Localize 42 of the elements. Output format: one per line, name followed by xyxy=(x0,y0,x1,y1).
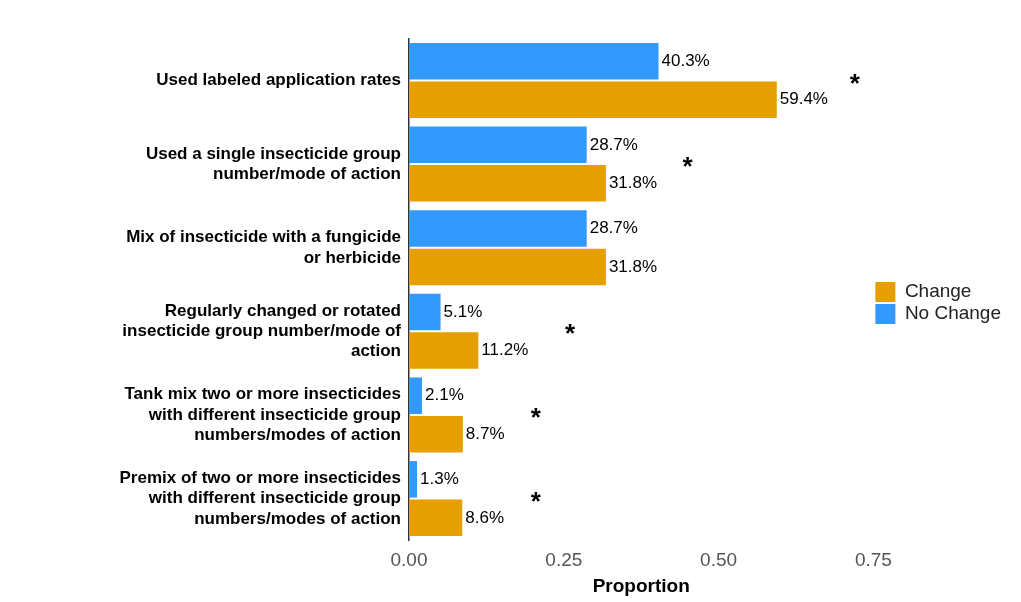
data-label: 31.8% xyxy=(608,172,658,192)
bar xyxy=(409,165,606,202)
annotation: * xyxy=(530,402,542,433)
bar xyxy=(409,42,659,80)
bar xyxy=(409,126,587,164)
legend-label: Change xyxy=(904,280,972,302)
y-tick-label: Tank mix two or more insecticides with different insecticide group numbers/modes of action xyxy=(124,384,401,445)
y-tick-label: Premix of two or more insecticides with different insecticide group numbers/modes of action xyxy=(119,467,401,528)
y-tick-label: Used a single insecticide group number/mode of action xyxy=(145,143,401,183)
bar xyxy=(409,332,479,369)
data-label: 8.7% xyxy=(465,423,505,443)
annotation: * xyxy=(530,485,542,516)
x-tick-label: 0.75 xyxy=(854,549,892,571)
bar xyxy=(409,293,441,331)
data-label: 28.7% xyxy=(589,134,638,154)
x-tick-label: 0.50 xyxy=(700,549,738,571)
x-tick-label: 0.25 xyxy=(545,549,583,571)
data-label: 2.1% xyxy=(425,385,464,405)
annotation: * xyxy=(849,67,861,98)
bar xyxy=(409,210,587,247)
data-label: 8.6% xyxy=(465,507,504,527)
data-label: 1.3% xyxy=(420,469,459,489)
data-label: 40.3% xyxy=(661,50,710,70)
legend-label: No Change xyxy=(904,302,1001,324)
annotation: * xyxy=(682,151,694,182)
data-label: 5.1% xyxy=(443,301,483,321)
bar xyxy=(409,377,422,414)
data-label: 28.7% xyxy=(589,218,638,238)
x-tick-label: 0.00 xyxy=(390,549,428,571)
bar xyxy=(409,499,463,537)
data-label: 11.2% xyxy=(481,340,529,360)
y-tick-label: Used labeled application rates xyxy=(156,70,401,90)
y-tick-label: Regularly changed or rotated insecticide group number/mode of action xyxy=(122,300,402,361)
bar xyxy=(409,415,463,453)
data-label: 31.8% xyxy=(608,256,658,276)
data-label: 59.4% xyxy=(779,89,828,109)
bar xyxy=(409,461,418,498)
x-axis-title: Proportion xyxy=(592,574,690,596)
bar xyxy=(409,248,606,286)
annotation: * xyxy=(564,318,576,349)
bar xyxy=(409,81,777,118)
y-tick-label: Mix of insecticide with a fungicide or herbicide xyxy=(126,227,401,267)
